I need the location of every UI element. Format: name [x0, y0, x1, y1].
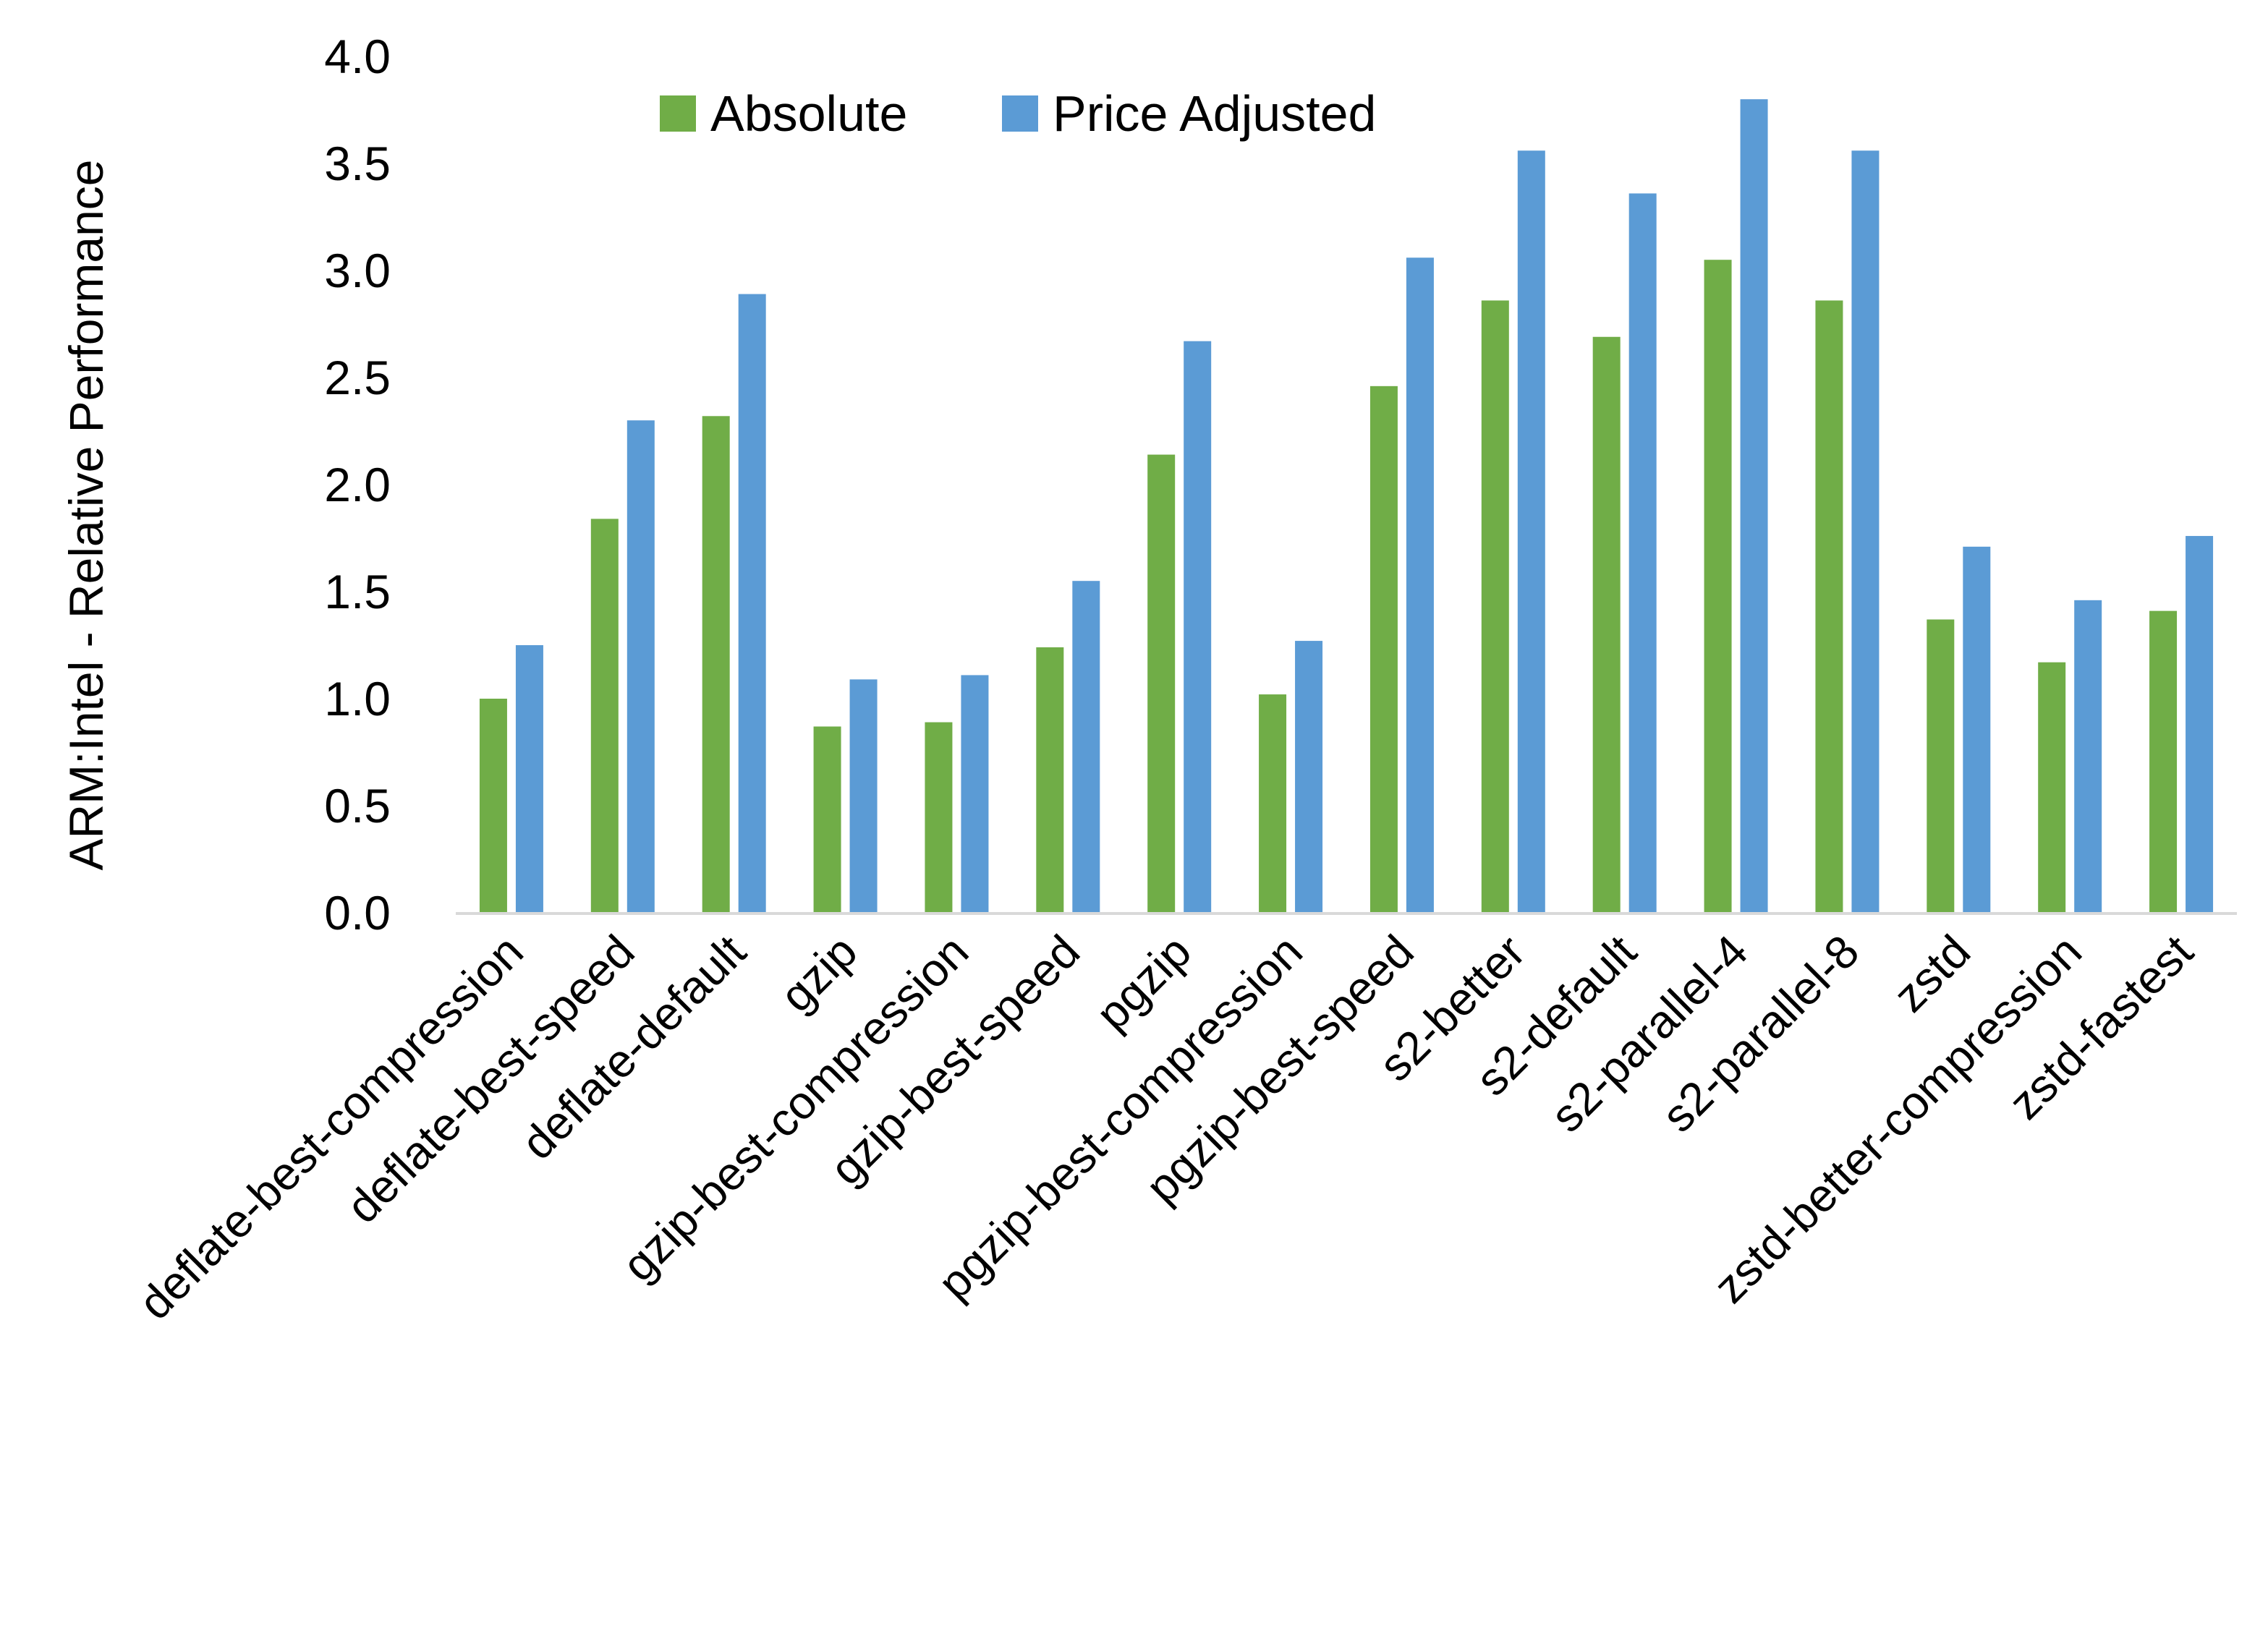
y-tick-label: 3.0: [324, 244, 391, 297]
bar-price-adjusted-zstd: [1963, 546, 1991, 913]
bar-absolute-zstd-fastest: [2149, 610, 2178, 913]
y-tick-label: 4.0: [324, 30, 391, 83]
legend-swatch-price-adjusted: [1002, 95, 1038, 132]
bar-price-adjusted-pgzip: [1184, 341, 1212, 913]
bar-price-adjusted-pgzip-best-speed: [1406, 257, 1434, 913]
x-tick-label: gzip: [770, 925, 867, 1022]
bar-absolute-gzip: [813, 726, 841, 913]
bar-absolute-s2-parallel-8: [1815, 300, 1843, 913]
legend-label-absolute: Absolute: [710, 85, 907, 142]
bar-absolute-pgzip-best-speed: [1369, 386, 1398, 913]
bar-price-adjusted-zstd-better-compression: [2074, 600, 2102, 913]
bar-price-adjusted-zstd-fastest: [2186, 536, 2214, 913]
y-tick-label: 3.5: [324, 137, 391, 190]
bar-price-adjusted-s2-default: [1628, 193, 1657, 913]
legend-label-price-adjusted: Price Adjusted: [1053, 85, 1376, 142]
x-tick-label: zstd: [1883, 925, 1980, 1022]
bar-price-adjusted-s2-parallel-8: [1851, 150, 1880, 913]
bar-price-adjusted-deflate-best-compression: [515, 645, 543, 913]
bar-price-adjusted-gzip: [849, 679, 878, 913]
bar-price-adjusted-s2-better: [1517, 150, 1545, 913]
y-tick-label: 2.5: [324, 351, 391, 404]
bar-absolute-s2-better: [1481, 300, 1509, 913]
y-tick-label: 1.0: [324, 672, 391, 725]
bar-absolute-pgzip: [1147, 454, 1176, 913]
bar-price-adjusted-gzip-best-compression: [961, 675, 989, 913]
bar-absolute-deflate-best-speed: [590, 519, 619, 913]
bar-price-adjusted-deflate-default: [738, 294, 766, 913]
y-axis-ticks: 0.0 0.5 1.0 1.5 2.0 2.5 3.0 3.5 4.0: [324, 30, 391, 940]
bar-absolute-zstd-better-compression: [2038, 662, 2066, 913]
y-tick-label: 2.0: [324, 458, 391, 511]
x-axis-labels: deflate-best-compressiondeflate-best-spe…: [129, 925, 2203, 1329]
bar-price-adjusted-pgzip-best-compression: [1295, 641, 1323, 913]
bar-absolute-s2-parallel-4: [1704, 260, 1732, 913]
bar-price-adjusted-gzip-best-speed: [1072, 581, 1100, 913]
y-axis-title: ARM:Intel - Relative Performance: [59, 159, 113, 870]
legend-swatch-absolute: [660, 95, 696, 132]
bar-absolute-zstd: [1927, 619, 1955, 913]
bar-absolute-pgzip-best-compression: [1259, 694, 1287, 913]
bar-price-adjusted-s2-parallel-4: [1740, 99, 1768, 913]
y-tick-label: 0.5: [324, 779, 391, 832]
bar-price-adjusted-deflate-best-speed: [627, 420, 655, 913]
legend: Absolute Price Adjusted: [660, 85, 1376, 142]
bar-absolute-gzip-best-speed: [1036, 647, 1064, 913]
bar-absolute-deflate-default: [702, 416, 730, 913]
bar-absolute-deflate-best-compression: [479, 699, 507, 913]
y-tick-label: 1.5: [324, 565, 391, 618]
y-tick-label: 0.0: [324, 886, 391, 940]
bar-absolute-gzip-best-compression: [925, 722, 953, 913]
bar-absolute-s2-default: [1592, 336, 1621, 913]
bars: [479, 99, 2214, 913]
